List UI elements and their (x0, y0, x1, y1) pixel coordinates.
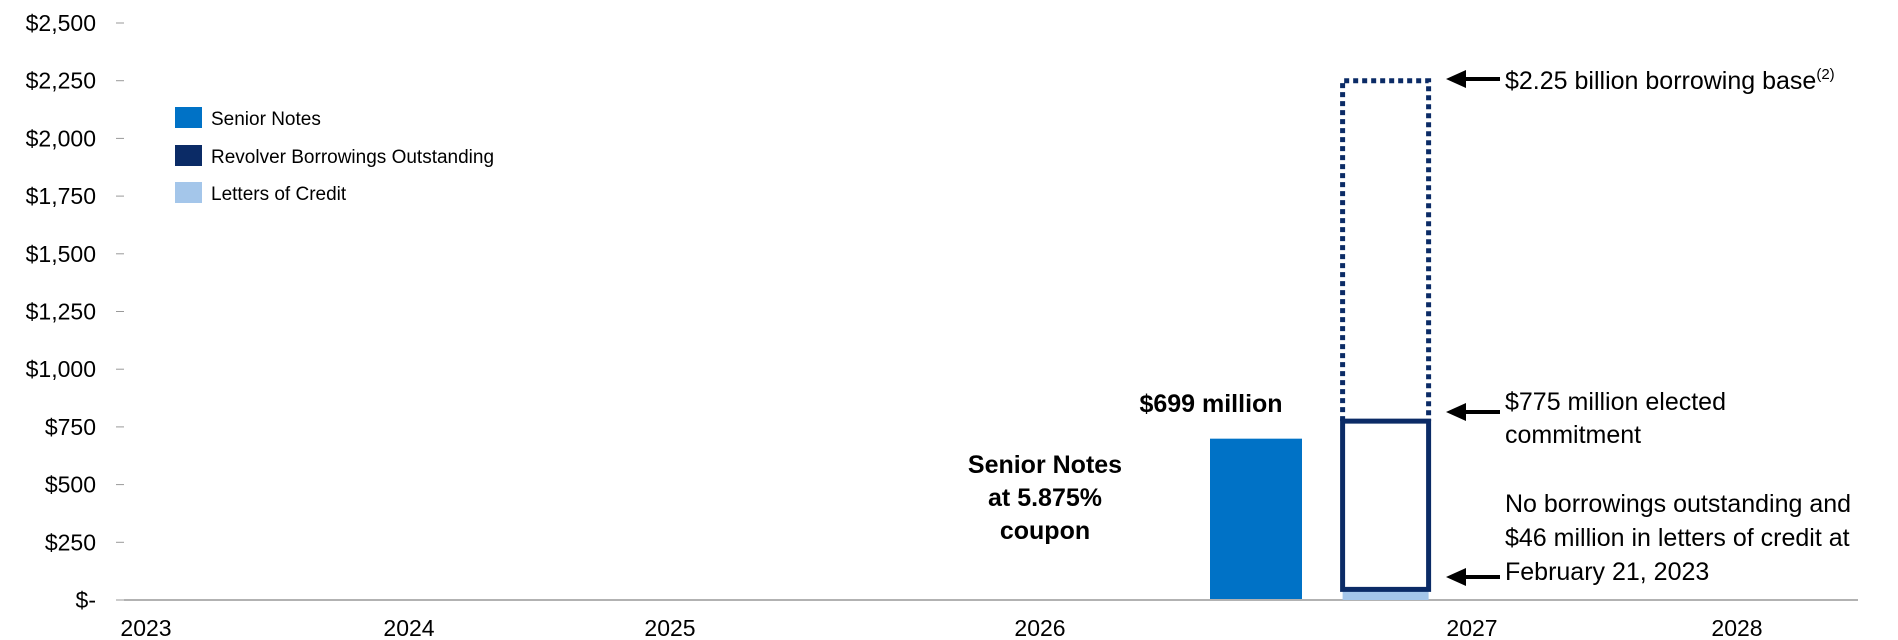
y-tick-label: $1,500 (26, 241, 96, 267)
senior-notes-desc-line2: at 5.875% (988, 484, 1102, 512)
legend-label-letters-of-credit: Letters of Credit (211, 184, 347, 205)
bar-letters-of-credit (1342, 589, 1429, 600)
legend-swatch-revolver (175, 145, 202, 166)
plot-area (1210, 78, 1432, 600)
x-tick-label: 2027 (1446, 615, 1497, 640)
y-tick-label: $250 (45, 529, 96, 555)
outstanding-label-line3: February 21, 2023 (1505, 558, 1709, 586)
senior-notes-desc-line1: Senior Notes (968, 451, 1122, 479)
x-tick-label: 2025 (644, 615, 695, 640)
arrow-outstanding (1446, 568, 1500, 586)
x-tick-label: 2023 (120, 615, 171, 640)
x-tick-label: 2026 (1014, 615, 1065, 640)
legend-label-senior-notes: Senior Notes (211, 109, 321, 130)
x-axis: 2023 2024 2025 2026 2027 2028 (120, 615, 1762, 640)
legend-swatch-letters-of-credit (175, 182, 202, 203)
commitment-label-line2: commitment (1505, 421, 1641, 449)
y-tick-label: $500 (45, 472, 96, 498)
commitment-label-line1: $775 million elected (1505, 388, 1726, 416)
legend-swatch-senior-notes (175, 107, 202, 128)
outline-borrowing-base (1340, 78, 1432, 422)
x-tick-label: 2028 (1711, 615, 1762, 640)
arrow-borrowing-base (1446, 70, 1500, 88)
y-tick-label: $2,250 (26, 68, 96, 94)
y-tick-label: $2,500 (26, 10, 96, 36)
bar-senior-notes (1210, 438, 1302, 599)
y-axis: $- $250 $500 $750 $1,000 $1,250 $1,500 $1,750 $2… (26, 10, 124, 613)
outline-elected-commitment (1340, 418, 1432, 592)
y-tick-label: $- (76, 587, 96, 613)
outstanding-label-line1: No borrowings outstanding and (1505, 490, 1851, 518)
legend-label-revolver: Revolver Borrowings Outstanding (211, 147, 494, 168)
legend: Senior Notes Revolver Borrowings Outstan… (175, 107, 494, 205)
borrowing-base-label: $2.25 billion borrowing base(2) (1505, 66, 1835, 95)
y-tick-label: $1,000 (26, 356, 96, 382)
senior-notes-desc-line3: coupon (1000, 517, 1090, 545)
y-tick-label: $750 (45, 414, 96, 440)
y-tick-label: $2,000 (26, 125, 96, 151)
senior-notes-value-label: $699 million (1139, 390, 1282, 418)
x-tick-label: 2024 (383, 615, 434, 640)
y-tick-label: $1,750 (26, 183, 96, 209)
arrow-commitment (1446, 403, 1500, 421)
y-tick-label: $1,250 (26, 299, 96, 325)
outstanding-label-line2: $46 million in letters of credit at (1505, 524, 1850, 552)
